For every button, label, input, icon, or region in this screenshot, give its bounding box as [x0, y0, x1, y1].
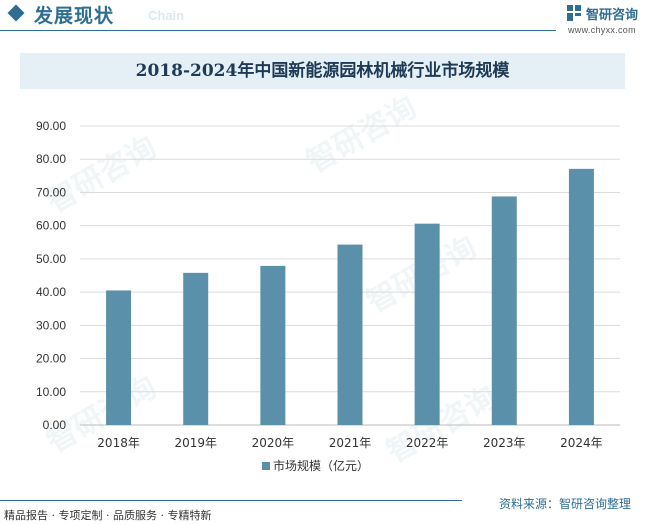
- y-tick-label: 90.00: [36, 119, 66, 133]
- section-subtitle: Chain: [148, 8, 185, 23]
- bar: [414, 223, 440, 425]
- bar: [491, 196, 517, 425]
- y-tick-label: 30.00: [36, 318, 66, 332]
- legend-label: 市场规模（亿元）: [273, 459, 370, 473]
- footer-tags: 精品报告 · 专项定制 · 品质服务 · 专精特新: [4, 509, 212, 522]
- logo-url: www.chyxx.com: [568, 25, 636, 35]
- y-tick-label: 80.00: [36, 152, 66, 166]
- footer-divider: [0, 500, 462, 501]
- y-tick-label: 0.00: [43, 418, 67, 432]
- x-tick-label: 2020年: [252, 436, 295, 450]
- x-tick-label: 2022年: [406, 436, 449, 450]
- bar: [183, 272, 209, 425]
- y-tick-label: 40.00: [36, 285, 66, 299]
- x-tick-label: 2021年: [329, 436, 372, 450]
- section-header: 发展现状 Chain 智研咨询 www.chyxx.com: [0, 0, 646, 36]
- x-tick-label: 2018年: [97, 436, 140, 450]
- y-tick-label: 10.00: [36, 385, 66, 399]
- x-tick-label: 2023年: [483, 436, 526, 450]
- logo-icon: [567, 5, 581, 21]
- header-divider: [0, 30, 556, 31]
- chart-title-band: [20, 53, 625, 89]
- bar: [568, 168, 594, 425]
- bar: [337, 244, 363, 425]
- legend-swatch: [262, 462, 270, 470]
- bar: [260, 265, 286, 425]
- data-source: 资料来源：智研咨询整理: [499, 497, 632, 511]
- chart-title: 2018-2024年中国新能源园林机械行业市场规模: [135, 61, 510, 81]
- x-tick-label: 2019年: [174, 436, 217, 450]
- x-tick-label: 2024年: [560, 436, 603, 450]
- y-tick-label: 20.00: [36, 352, 66, 366]
- section-title: 发展现状: [34, 5, 115, 27]
- logo-text: 智研咨询: [586, 8, 639, 23]
- y-tick-label: 60.00: [36, 219, 66, 233]
- y-tick-label: 50.00: [36, 252, 66, 266]
- y-tick-label: 70.00: [36, 185, 66, 199]
- bar: [106, 290, 132, 425]
